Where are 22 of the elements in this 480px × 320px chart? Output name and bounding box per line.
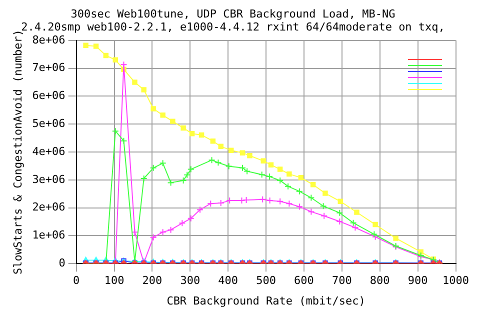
x-tick-label: 900 (408, 274, 428, 288)
x-tick-label: 700 (332, 274, 352, 288)
x-tick-label: 600 (294, 274, 314, 288)
y-tick-label: 5e+06 (32, 116, 66, 130)
x-tick-label: 100 (104, 274, 124, 288)
y-tick-label: 0 (58, 256, 66, 270)
chart-title: 300sec Web100tune, UDP CBR Background Load, MB-NG (70, 7, 396, 20)
x-tick-label: 300 (180, 274, 200, 288)
y-tick-label: 2e+06 (32, 200, 66, 214)
x-tick-label: 200 (142, 274, 162, 288)
x-axis-title: CBR Background Rate (mbit/sec) (166, 294, 366, 308)
x-tick-label: 0 (73, 274, 80, 288)
x-tick-label: 1000 (442, 274, 470, 288)
y-tick-label: 6e+06 (32, 89, 66, 102)
y-tick-label: 8e+06 (32, 33, 66, 46)
y-tick-label: 4e+06 (32, 144, 66, 158)
y-tick-label: 7e+06 (32, 61, 66, 74)
x-tick-label: 500 (256, 274, 276, 288)
x-tick-label: 400 (218, 274, 238, 288)
y-tick-label: 1e+06 (32, 228, 66, 242)
y-tick-label: 3e+06 (32, 172, 66, 186)
x-tick-label: 800 (370, 274, 390, 288)
